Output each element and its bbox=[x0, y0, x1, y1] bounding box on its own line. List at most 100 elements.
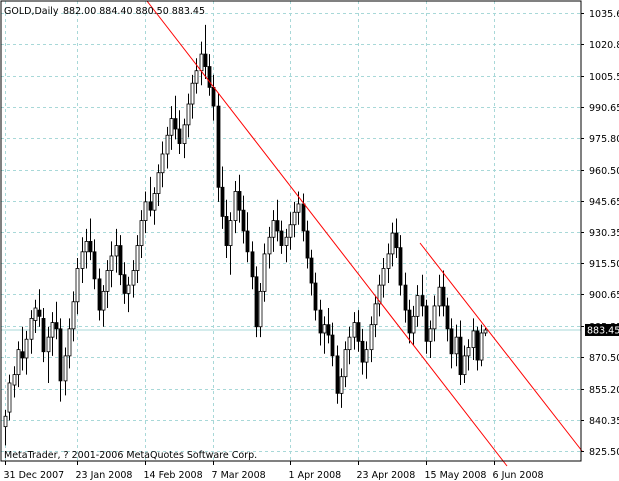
candle-body-down bbox=[449, 328, 454, 355]
candlestick-series bbox=[3, 24, 488, 446]
candle-body-down bbox=[309, 257, 314, 284]
x-tick-label: 6 Jun 2008 bbox=[493, 470, 544, 481]
x-tick-label: 31 Dec 2007 bbox=[4, 470, 65, 481]
candle-body-down bbox=[237, 191, 242, 211]
candle-body-up bbox=[126, 284, 131, 294]
y-tick-label: 825.50 bbox=[589, 447, 619, 458]
candle-body-up bbox=[16, 349, 21, 376]
trendlines[interactable] bbox=[146, 0, 583, 467]
candle-body-up bbox=[415, 295, 420, 317]
candle-body-down bbox=[97, 278, 102, 311]
candle-body-up bbox=[296, 203, 301, 213]
candle-body-up bbox=[194, 70, 199, 84]
candle-body-up bbox=[288, 224, 293, 238]
candle-body-up bbox=[377, 284, 382, 305]
candle-body-up bbox=[386, 253, 391, 269]
candle-body-up bbox=[169, 118, 174, 136]
candle-body-down bbox=[394, 232, 399, 249]
x-tick-label: 23 Jan 2008 bbox=[76, 470, 133, 481]
y-tick-label: 930.35 bbox=[589, 228, 619, 239]
candle-body-up bbox=[165, 134, 170, 155]
candle-body-down bbox=[207, 66, 212, 88]
y-tick-label: 1020.80 bbox=[589, 40, 619, 51]
y-tick-label: 990.65 bbox=[589, 103, 619, 114]
candle-body-up bbox=[114, 245, 119, 257]
candle-body-down bbox=[330, 334, 335, 357]
candle-body-down bbox=[335, 355, 340, 394]
candle-body-up bbox=[67, 328, 72, 357]
candle-body-up bbox=[63, 355, 68, 382]
y-tick-label: 840.35 bbox=[589, 416, 619, 427]
y-tick-label: 975.80 bbox=[589, 134, 619, 145]
x-tick-label: 7 Mar 2008 bbox=[212, 470, 266, 481]
candle-body-up bbox=[143, 201, 148, 221]
candle-body-down bbox=[245, 230, 250, 253]
y-tick-label: 1005.50 bbox=[589, 72, 619, 83]
candle-body-up bbox=[271, 220, 276, 238]
candle-body-up bbox=[428, 328, 433, 342]
candle-body-down bbox=[241, 209, 246, 232]
candle-body-down bbox=[458, 336, 463, 376]
x-axis: 31 Dec 2007 23 Jan 2008 14 Feb 2008 7 Mar 2… bbox=[4, 461, 544, 481]
candle-body-down bbox=[20, 351, 25, 359]
candle-body-up bbox=[24, 338, 29, 359]
candle-body-up bbox=[75, 268, 80, 303]
candle-body-up bbox=[160, 153, 165, 174]
candle-body-down bbox=[88, 241, 93, 253]
candle-body-up bbox=[186, 103, 191, 126]
candle-body-down bbox=[250, 251, 255, 278]
candle-body-up bbox=[139, 220, 144, 246]
candle-body-up bbox=[466, 347, 471, 357]
candle-body-up bbox=[479, 332, 484, 361]
y-tick-label: 960.50 bbox=[589, 166, 619, 177]
trendline-1[interactable] bbox=[146, 0, 508, 467]
candle-body-up bbox=[258, 290, 263, 328]
candle-body-down bbox=[424, 305, 429, 342]
candle-body-up bbox=[71, 301, 76, 330]
candle-body-up bbox=[12, 374, 17, 386]
candle-body-down bbox=[211, 86, 216, 107]
candle-body-up bbox=[7, 382, 12, 413]
candle-body-down bbox=[224, 216, 229, 246]
candle-body-down bbox=[318, 309, 323, 334]
candle-body-up bbox=[101, 290, 106, 311]
candle-body-up bbox=[84, 241, 89, 253]
candle-body-down bbox=[58, 328, 63, 382]
candle-body-down bbox=[54, 322, 59, 330]
candle-body-up bbox=[454, 336, 459, 355]
trendline-2[interactable] bbox=[419, 242, 583, 452]
x-tick-label: 15 May 2008 bbox=[425, 470, 487, 481]
x-tick-label: 23 Apr 2008 bbox=[357, 470, 416, 481]
candle-body-down bbox=[360, 340, 365, 363]
candle-body-up bbox=[339, 376, 344, 394]
candle-body-up bbox=[29, 318, 34, 340]
y-tick-label: 870.50 bbox=[589, 353, 619, 364]
candle-body-up bbox=[105, 270, 110, 292]
candle-body-up bbox=[292, 211, 297, 226]
candle-body-up bbox=[483, 329, 488, 334]
candle-body-down bbox=[305, 230, 310, 259]
candle-body-up bbox=[152, 193, 157, 211]
candle-body-down bbox=[203, 53, 208, 67]
candle-body-down bbox=[313, 282, 318, 311]
candle-body-down bbox=[398, 247, 403, 286]
candle-body-down bbox=[92, 251, 97, 280]
candle-body-up bbox=[369, 324, 374, 351]
candle-body-up bbox=[267, 236, 272, 255]
candle-body-up bbox=[343, 349, 348, 378]
candle-body-down bbox=[420, 295, 425, 307]
candle-body-down bbox=[275, 220, 280, 232]
candle-body-up bbox=[462, 355, 467, 376]
y-tick-label: 945.65 bbox=[589, 197, 619, 208]
candle-body-up bbox=[381, 268, 386, 286]
candle-body-up bbox=[109, 255, 114, 271]
candle-body-down bbox=[441, 286, 446, 307]
candle-body-down bbox=[122, 274, 127, 294]
ohlc-readout: 882.00 884.40 880.50 883.45 bbox=[63, 6, 205, 17]
candle-body-down bbox=[37, 309, 42, 317]
candle-body-down bbox=[148, 201, 153, 211]
candle-body-down bbox=[403, 284, 408, 311]
candle-body-up bbox=[347, 336, 352, 351]
